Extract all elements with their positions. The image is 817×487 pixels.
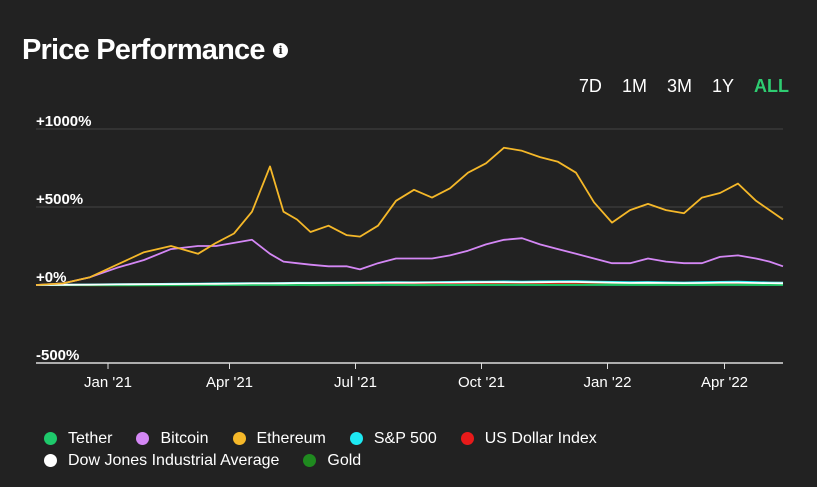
range-all[interactable]: ALL xyxy=(754,76,789,96)
range-3m[interactable]: 3M xyxy=(666,76,692,96)
series-line-ethereum xyxy=(35,146,784,286)
legend-dot-tether xyxy=(44,432,57,445)
range-1m[interactable]: 1M xyxy=(621,76,647,96)
y-tick-label-1000: +1000% xyxy=(36,113,91,130)
chart-legend: Tether Bitcoin Ethereum S&P 500 US Dolla… xyxy=(44,430,784,469)
y-tick-label-500: +500% xyxy=(36,191,83,208)
legend-dot-dow-jones xyxy=(44,454,57,467)
legend-label-sp500: S&P 500 xyxy=(373,429,437,447)
legend-label-us-dollar-index: US Dollar Index xyxy=(484,429,597,447)
legend-dot-sp500 xyxy=(349,432,363,445)
legend-item-sp500[interactable]: S&P 500 xyxy=(349,429,437,447)
legend-label-gold: Gold xyxy=(327,451,362,469)
legend-item-ethereum[interactable]: Ethereum xyxy=(232,429,326,447)
legend-label-ethereum: Ethereum xyxy=(256,429,326,447)
legend-item-dow-jones[interactable]: Dow Jones Industrial Average xyxy=(44,452,279,469)
page-title-text: Price Performance xyxy=(22,34,266,66)
price-performance-chart[interactable]: +1000% +500% +0% -500% Jan '21 Apr '21 Jul '21… xyxy=(0,0,817,400)
x-tick-label-apr-22: Apr '22 xyxy=(701,374,748,391)
x-tick-label-jan-22: Jan '22 xyxy=(584,374,632,391)
legend-item-tether[interactable]: Tether xyxy=(44,430,112,447)
x-tick-label-oct-21: Oct '21 xyxy=(458,374,505,391)
y-tick-label-500: -500% xyxy=(36,347,79,364)
time-range-selector: 7D 1M 3M 1Y ALL xyxy=(579,76,789,97)
range-1y[interactable]: 1Y xyxy=(711,76,734,96)
x-tick-label-apr-21: Apr '21 xyxy=(206,374,253,391)
legend-label-bitcoin: Bitcoin xyxy=(160,429,209,447)
series-line-bitcoin xyxy=(35,237,784,286)
info-icon[interactable]: i xyxy=(272,43,288,58)
page-title: Price Performance i xyxy=(22,34,288,67)
legend-label-tether: Tether xyxy=(68,429,113,447)
y-tick-label-0: +0% xyxy=(36,269,66,286)
legend-item-us-dollar-index[interactable]: US Dollar Index xyxy=(460,429,597,447)
series-line-dow-jones-industrial-average xyxy=(35,281,784,286)
legend-dot-gold xyxy=(303,454,317,467)
legend-dot-ethereum xyxy=(232,432,246,445)
x-tick-label-jul-21: Jul '21 xyxy=(334,374,377,391)
range-7d[interactable]: 7D xyxy=(578,76,602,96)
legend-label-dow-jones: Dow Jones Industrial Average xyxy=(68,451,280,469)
legend-dot-us-dollar-index xyxy=(460,432,474,445)
legend-item-gold[interactable]: Gold xyxy=(303,452,361,469)
legend-item-bitcoin[interactable]: Bitcoin xyxy=(136,429,209,447)
x-tick-label-jan-21: Jan '21 xyxy=(84,374,132,391)
legend-dot-bitcoin xyxy=(136,432,150,445)
